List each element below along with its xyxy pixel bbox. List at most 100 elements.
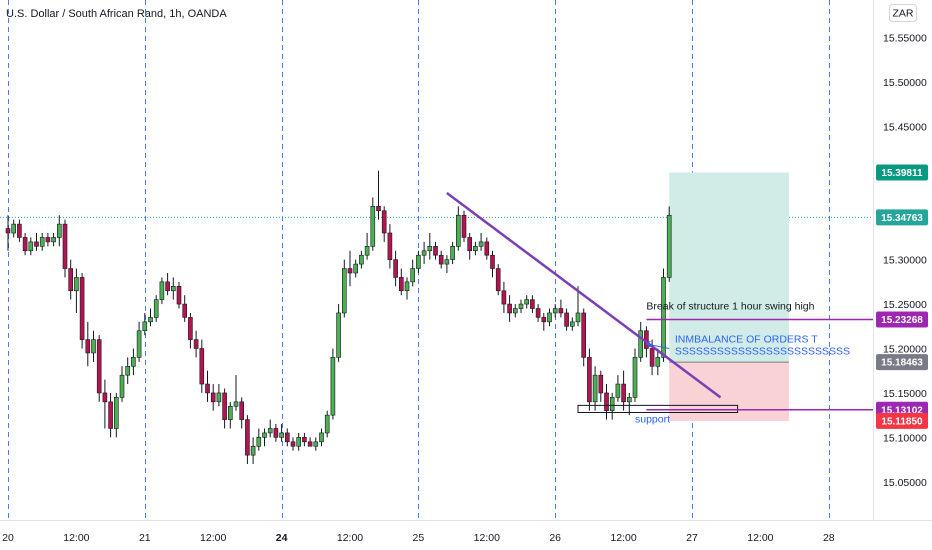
time-axis[interactable]: 20 12:00 21 12:00 24 12:00 25 12:00 26 12:00 27 12:…	[0, 521, 932, 550]
time-tick-label: 20	[2, 532, 14, 544]
time-tick-label: 12:00	[337, 532, 363, 544]
candle-body	[598, 374, 604, 394]
trend-line[interactable]	[446, 192, 722, 399]
candle-body	[501, 290, 507, 305]
candle-body	[210, 392, 216, 403]
price-tick-label: 15.05000	[883, 477, 927, 489]
candle-body	[22, 237, 28, 252]
candle-body	[159, 281, 165, 300]
chart-title: U.S. Dollar / South African Rand, 1h, OA…	[6, 8, 227, 20]
candle-body	[638, 330, 644, 358]
candle-body	[621, 383, 626, 403]
time-tick-label: 21	[139, 532, 151, 544]
support-label: support	[635, 413, 670, 425]
candle-body	[427, 246, 433, 252]
candle-body	[512, 308, 518, 314]
price-axis-label-text: 15.34763	[881, 213, 923, 224]
candle-body	[592, 374, 598, 403]
candle-body	[165, 281, 170, 292]
candle-body	[176, 286, 182, 305]
candle-body	[119, 374, 125, 398]
candle-body	[393, 259, 398, 278]
candle-body	[336, 312, 341, 358]
candle-body	[370, 206, 376, 247]
currency-button[interactable]: ZAR	[889, 4, 917, 22]
time-tick-label: 27	[686, 532, 698, 544]
candle-body	[233, 401, 239, 407]
candle-body	[518, 303, 524, 309]
candle-body	[222, 392, 227, 420]
candle-body	[490, 254, 495, 269]
candle-body	[541, 317, 547, 323]
candle-body	[324, 414, 330, 434]
candle-body	[507, 303, 512, 314]
candle-body	[267, 428, 273, 434]
candle-body	[666, 214, 672, 278]
candlestick-series	[5, 170, 672, 465]
candle-body	[615, 383, 621, 398]
candle-body	[359, 254, 364, 265]
candle-body	[193, 339, 199, 349]
price-tick-label: 15.45000	[883, 121, 927, 133]
candle-body	[558, 308, 564, 314]
candle-body	[495, 268, 501, 292]
currency-button-label: ZAR	[893, 8, 914, 20]
price-tick-label: 15.20000	[883, 344, 927, 356]
candle-body	[626, 397, 632, 403]
time-tick-label: 24	[276, 532, 288, 544]
candle-body	[279, 432, 284, 438]
candle-body	[381, 210, 387, 234]
candle-body	[188, 317, 193, 340]
candle-body	[262, 432, 267, 438]
candle-body	[51, 237, 56, 243]
support-box[interactable]	[577, 404, 739, 413]
price-axis-label-text: 15.23268	[881, 315, 923, 326]
candle-body	[142, 321, 148, 332]
price-axis-label-text: 15.11850	[881, 416, 923, 427]
candle-body	[530, 299, 535, 309]
drawings-layer[interactable]	[446, 192, 873, 413]
candle-body	[56, 223, 62, 238]
candle-body	[547, 312, 552, 323]
position-target-zone[interactable]	[669, 172, 789, 363]
price-axis[interactable]: 15.5500015.5000015.4500015.4000015.35000…	[874, 0, 932, 533]
candle-body	[535, 308, 541, 318]
candle-body	[364, 246, 370, 256]
candle-body	[256, 437, 262, 447]
candle-body	[102, 392, 108, 403]
candle-body	[302, 437, 307, 443]
position-stop-zone[interactable]	[669, 362, 789, 421]
candle-body	[148, 317, 153, 323]
candle-body	[569, 321, 575, 327]
candle-body	[353, 263, 359, 274]
break-of-structure-note: Break of structure 1 hour swing high	[646, 300, 814, 312]
candle-body	[404, 281, 410, 292]
long-position-tool[interactable]	[669, 172, 789, 421]
candle-body	[438, 254, 444, 265]
candle-body	[199, 348, 205, 385]
candle-body	[604, 392, 609, 412]
price-axis-background	[874, 0, 932, 520]
candle-body	[108, 401, 113, 429]
candle-body	[416, 254, 421, 269]
candle-body	[461, 214, 467, 238]
candle-body	[79, 277, 85, 340]
candle-body	[313, 441, 319, 447]
candle-body	[347, 268, 353, 274]
candle-body	[376, 206, 381, 212]
candle-body	[421, 250, 427, 256]
candle-body	[609, 397, 615, 412]
imbalance-arrow	[646, 343, 670, 350]
candle-body	[307, 441, 313, 447]
candle-body	[96, 339, 102, 394]
time-axis-background	[0, 521, 932, 550]
candle-body	[290, 441, 296, 447]
candle-body	[153, 299, 159, 318]
price-axis-label-text: 15.13102	[881, 405, 923, 416]
candle-body	[552, 308, 558, 314]
candle-body	[171, 286, 176, 292]
candle-body	[455, 214, 461, 247]
candle-body	[5, 228, 11, 234]
price-axis-label-text: 15.18463	[881, 358, 923, 369]
